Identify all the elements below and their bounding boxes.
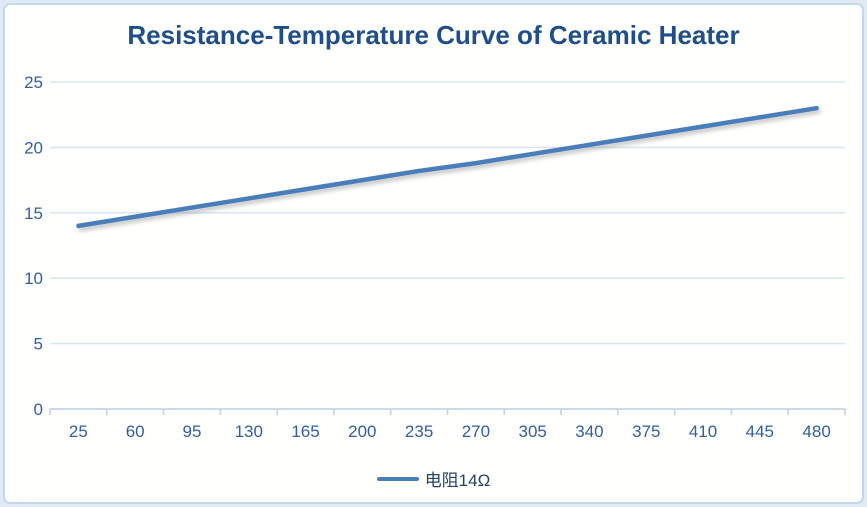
x-tick-label: 375 [632, 422, 660, 441]
legend: 电阻14Ω [0, 466, 867, 491]
x-tick-label: 480 [802, 422, 830, 441]
y-tick-label: 5 [34, 335, 43, 354]
y-tick-label: 25 [24, 73, 43, 92]
chart-title: Resistance-Temperature Curve of Ceramic … [127, 20, 740, 50]
series-line [76, 105, 819, 229]
x-tick-label: 340 [575, 422, 603, 441]
chart-surface [3, 3, 864, 504]
x-tick-label: 410 [689, 422, 717, 441]
x-tick-label: 200 [348, 422, 376, 441]
legend-series-label: 电阻14Ω [424, 471, 491, 490]
y-tick-label: 20 [24, 138, 43, 157]
y-tick-label: 10 [24, 269, 43, 288]
x-tick-label: 235 [405, 422, 433, 441]
y-tick-label: 15 [24, 204, 43, 223]
x-tick-label: 60 [126, 422, 145, 441]
x-tick-label: 25 [69, 422, 88, 441]
x-tick-label: 445 [746, 422, 774, 441]
y-tick-label: 0 [34, 400, 43, 419]
legend-line-swatch [376, 476, 419, 481]
x-tick-label: 95 [183, 422, 202, 441]
x-tick-label: 270 [462, 422, 490, 441]
x-tick-label: 130 [235, 422, 263, 441]
x-tick-label: 165 [291, 422, 319, 441]
x-tick-label: 305 [518, 422, 546, 441]
